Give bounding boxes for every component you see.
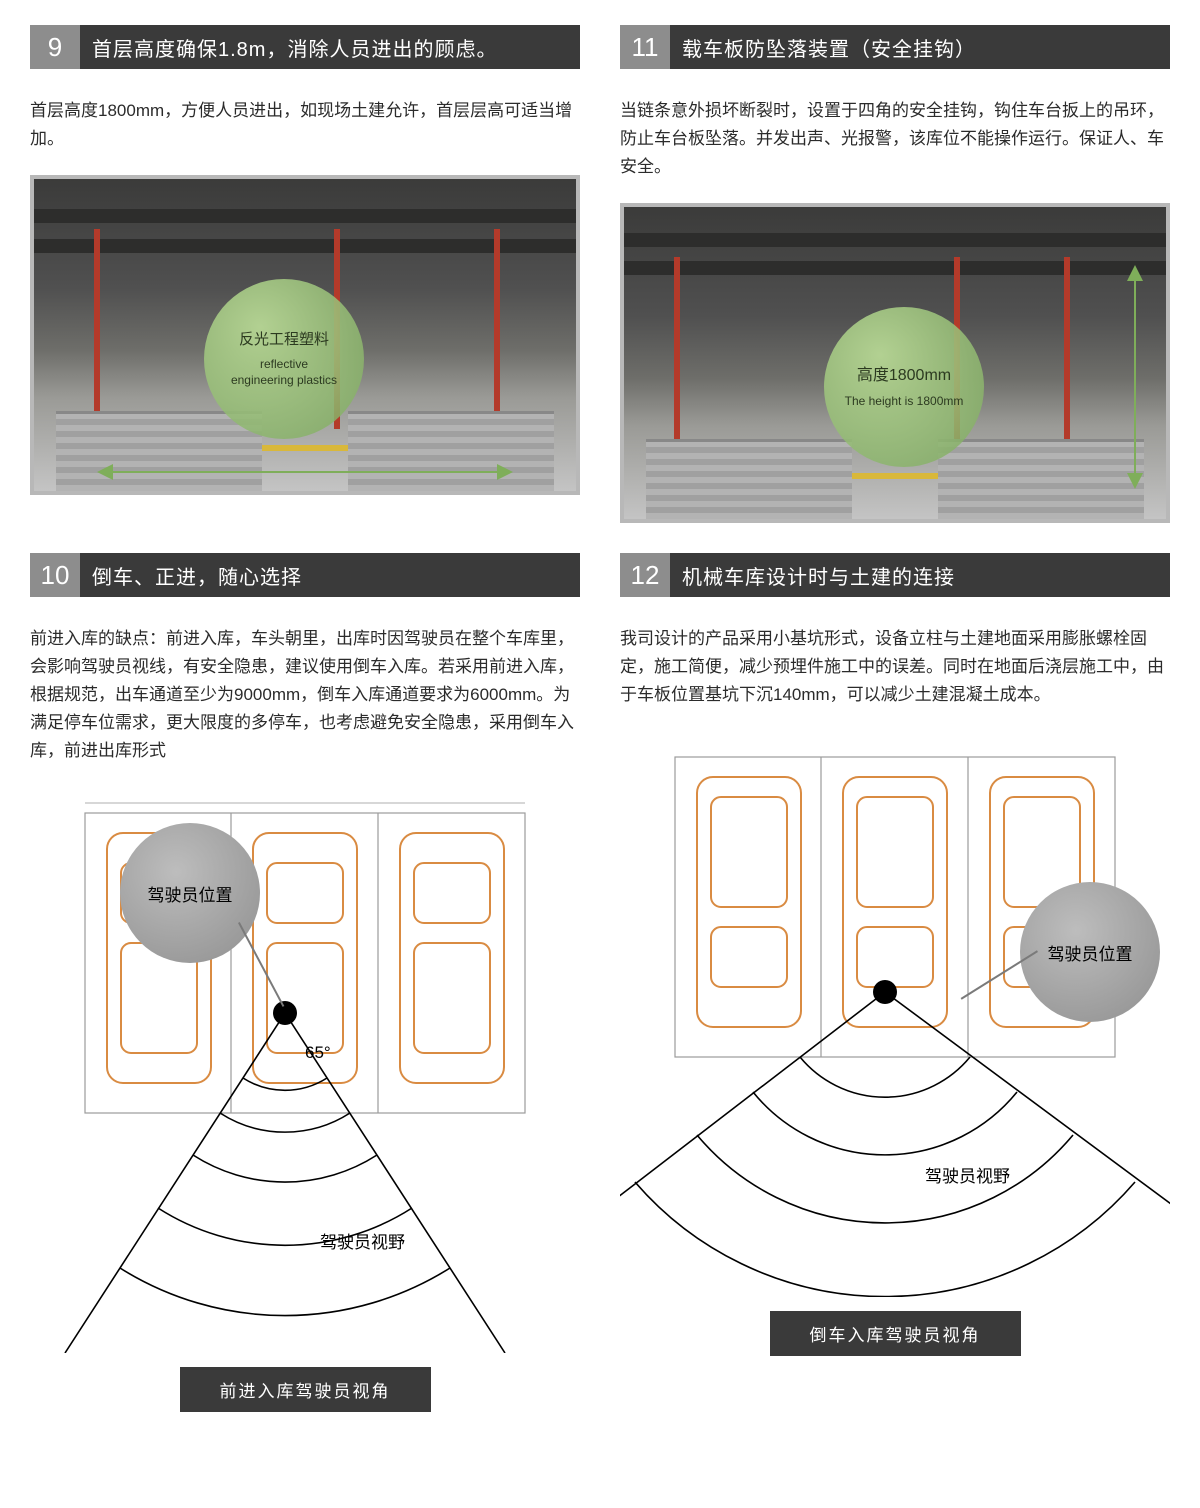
diagram-reverse: 驾驶员视野 驾驶员位置 <box>620 737 1170 1297</box>
section-9-header: 9 首层高度确保1.8m，消除人员进出的顾虑。 <box>30 25 580 69</box>
section-11-photo: 高度1800mm The height is 1800mm <box>620 203 1170 523</box>
section-12-number: 12 <box>620 553 670 597</box>
section-10-body: 前进入库的缺点：前进入库，车头朝里，出库时因驾驶员在整个车库里，会影响驾驶员视线… <box>30 625 580 765</box>
section-12-title: 机械车库设计时与土建的连接 <box>670 553 1170 597</box>
bubble-9-l3: engineering plastics <box>231 372 337 388</box>
caption-reverse: 倒车入库驾驶员视角 <box>770 1311 1021 1356</box>
section-9-photo: 反光工程塑料 reflective engineering plastics <box>30 175 580 495</box>
driver-view-label-fwd: 驾驶员视野 <box>320 1233 405 1252</box>
section-11-header: 11 载车板防坠落装置（安全挂钩） <box>620 25 1170 69</box>
section-10-number: 10 <box>30 553 80 597</box>
section-12: 12 机械车库设计时与土建的连接 我司设计的产品采用小基坑形式，设备立柱与土建地… <box>620 553 1170 1412</box>
section-12-body: 我司设计的产品采用小基坑形式，设备立柱与土建地面采用膨胀螺栓固定，施工简便，减少… <box>620 625 1170 709</box>
section-12-header: 12 机械车库设计时与土建的连接 <box>620 553 1170 597</box>
section-9: 9 首层高度确保1.8m，消除人员进出的顾虑。 首层高度1800mm，方便人员进… <box>30 25 580 523</box>
caption-forward: 前进入库驾驶员视角 <box>180 1367 431 1412</box>
bubble-9-l1: 反光工程塑料 <box>239 330 329 350</box>
section-11-body: 当链条意外损坏断裂时，设置于四角的安全挂钩，钩住车台扳上的吊环，防止车台板坠落。… <box>620 97 1170 181</box>
driver-view-label-rev: 驾驶员视野 <box>925 1167 1010 1186</box>
angle-label: 65° <box>305 1043 331 1062</box>
section-9-title: 首层高度确保1.8m，消除人员进出的顾虑。 <box>80 25 580 69</box>
bubble-11-l2: The height is 1800mm <box>845 393 964 409</box>
bubble-9-l2: reflective <box>260 356 308 372</box>
section-9-body: 首层高度1800mm，方便人员进出，如现场土建允许，首层层高可适当增加。 <box>30 97 580 153</box>
section-11: 11 载车板防坠落装置（安全挂钩） 当链条意外损坏断裂时，设置于四角的安全挂钩，… <box>620 25 1170 523</box>
section-10: 10 倒车、正进，随心选择 前进入库的缺点：前进入库，车头朝里，出库时因驾驶员在… <box>30 553 580 1412</box>
diagram-forward: 65° 驾驶员视野 驾驶员位置 <box>30 793 580 1353</box>
section-9-number: 9 <box>30 25 80 69</box>
section-11-number: 11 <box>620 25 670 69</box>
driver-pos-bubble-rev: 驾驶员位置 <box>1020 882 1160 1022</box>
bubble-11-l1: 高度1800mm <box>857 365 951 387</box>
section-11-title: 载车板防坠落装置（安全挂钩） <box>670 25 1170 69</box>
section-10-title: 倒车、正进，随心选择 <box>80 553 580 597</box>
driver-pos-bubble-fwd: 驾驶员位置 <box>120 823 260 963</box>
section-10-header: 10 倒车、正进，随心选择 <box>30 553 580 597</box>
